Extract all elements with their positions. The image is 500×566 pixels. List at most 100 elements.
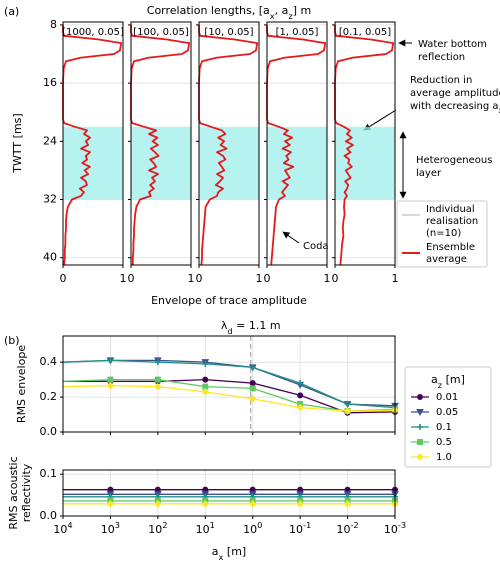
panel-label: (a) — [4, 5, 19, 18]
ensemble-average — [198, 24, 259, 266]
marker — [297, 392, 304, 399]
x-tick-label: 0 — [60, 272, 67, 285]
plot-frame — [62, 469, 396, 517]
marker — [343, 500, 352, 508]
y-axis-label: RMS acoustic — [7, 456, 20, 529]
marker — [202, 360, 209, 367]
ensemble-average — [62, 24, 123, 266]
marker — [154, 359, 161, 366]
marker — [296, 403, 304, 412]
plot-frame — [62, 335, 396, 433]
legend-label: 0.1 — [436, 422, 452, 433]
marker — [202, 376, 209, 383]
x-tick-label: 10-3 — [384, 520, 406, 537]
x-tick-label: 1 — [256, 272, 263, 285]
panel-frame — [62, 21, 124, 266]
marker — [249, 395, 257, 403]
y-axis-label: TWTT [ms] — [11, 113, 24, 173]
annotation: average amplitude — [410, 88, 500, 99]
marker — [343, 407, 352, 415]
x-tick-label: 100 — [243, 520, 262, 537]
legend-marker — [417, 424, 423, 430]
heterogeneous-layer — [267, 126, 327, 200]
x-tick-label: 1 — [392, 272, 399, 285]
legend-label: Ensemble — [426, 242, 475, 253]
marker — [249, 385, 256, 392]
annotation: Reduction in — [410, 75, 472, 86]
ensemble-average — [334, 24, 395, 266]
heterogeneous-layer — [63, 126, 123, 200]
panel-frame — [334, 21, 396, 266]
marker — [154, 500, 162, 508]
legend-marker — [417, 394, 423, 400]
panel-frame — [130, 21, 192, 266]
legend-box — [396, 200, 488, 268]
panel-title: [100, 0.05] — [133, 27, 189, 38]
y-axis-label: reflectivity — [20, 463, 33, 522]
panel-frame — [266, 21, 328, 266]
y-tick-label: 0.0 — [40, 425, 58, 438]
series-line — [62, 385, 396, 412]
heterogeneous-layer — [199, 126, 259, 200]
x-tick-label: 1 — [188, 272, 195, 285]
x-tick-label: 10-2 — [336, 520, 358, 537]
marker — [249, 380, 256, 387]
y-tick-label: 32 — [43, 193, 57, 206]
x-tick-label: 101 — [196, 520, 215, 537]
x-tick-label: 1 — [324, 272, 331, 285]
legend-marker — [417, 439, 423, 445]
arrows — [282, 39, 412, 244]
marker — [201, 500, 209, 508]
marker — [107, 357, 114, 364]
y-tick-label: 0.2 — [40, 390, 58, 403]
marker — [201, 388, 209, 396]
annotation: Heterogeneous — [416, 155, 492, 166]
legend-label: 0.05 — [436, 407, 458, 418]
panel-frame — [198, 21, 260, 266]
y-tick-label: 40 — [43, 251, 57, 264]
panel-title: [0.1, 0.05] — [339, 27, 391, 38]
y-tick-label: 16 — [43, 76, 57, 89]
legend-label: average — [426, 254, 467, 265]
annotation: with decreasing ax — [410, 101, 500, 115]
marker — [106, 382, 115, 390]
x-axis-label: Envelope of trace amplitude — [151, 294, 307, 307]
marker — [154, 376, 161, 383]
x-tick-label: 103 — [101, 520, 120, 537]
annotation: reflection — [418, 52, 465, 63]
legend-marker — [416, 453, 424, 461]
legend-label: realisation — [426, 216, 478, 227]
y-tick-label: 0.4 — [40, 355, 58, 368]
panel-title: [10, 0.05] — [204, 27, 253, 38]
chart-title: Correlation lengths, [ax, az] m — [147, 4, 311, 21]
arrow — [282, 231, 300, 244]
panel-title: [1, 0.05] — [276, 27, 319, 38]
annotation: Water bottom — [418, 39, 487, 50]
marker — [297, 380, 304, 387]
heterogeneous-layer — [131, 126, 191, 200]
panel-title: [1000, 0.05] — [62, 27, 124, 38]
legend-label: Individual — [426, 204, 475, 215]
legend-label: 0.01 — [436, 392, 458, 403]
legend-label: 1.0 — [436, 452, 452, 463]
marker — [249, 364, 256, 371]
marker — [107, 376, 114, 383]
annotation: layer — [416, 168, 442, 179]
x-tick-label: 0 — [332, 272, 339, 285]
x-tick-label: 0 — [264, 272, 271, 285]
marker — [154, 382, 162, 391]
y-axis-label: RMS envelope — [15, 345, 28, 423]
ensemble-average — [266, 24, 327, 266]
marker — [106, 500, 115, 508]
y-tick-label: 0.1 — [40, 467, 58, 480]
y-tick-label: 24 — [43, 134, 57, 147]
x-tick-label: 102 — [148, 520, 167, 537]
legend-label: (n=10) — [426, 228, 461, 239]
marker — [296, 500, 304, 508]
x-tick-label: 1 — [120, 272, 127, 285]
legend-marker — [416, 409, 424, 417]
x-axis-label: ax [m] — [212, 545, 246, 562]
x-tick-label: 0 — [128, 272, 135, 285]
legend-label: 0.5 — [436, 437, 452, 448]
x-tick-label: 0 — [196, 272, 203, 285]
